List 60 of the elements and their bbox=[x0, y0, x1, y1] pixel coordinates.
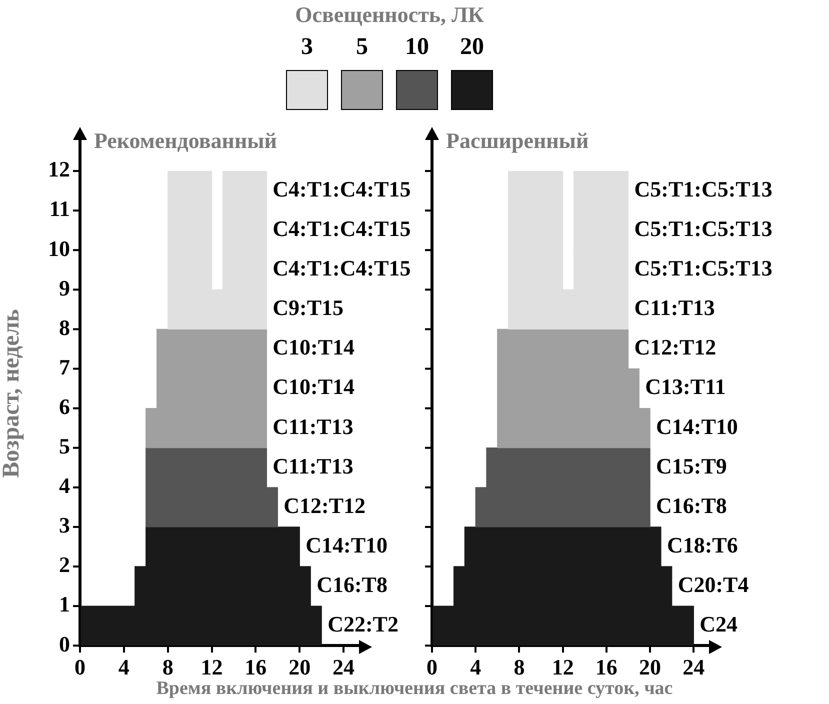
text: 10 bbox=[405, 33, 429, 62]
chart-title: Расширенный bbox=[446, 128, 589, 154]
data-label: С16:Т8 bbox=[316, 572, 388, 597]
data-label: С18:Т6 bbox=[666, 532, 738, 558]
text: 7 bbox=[59, 354, 70, 380]
x-tick-label: 16 bbox=[595, 654, 618, 680]
x-axis-title: Время включения и выключения света в течение суток, час bbox=[155, 678, 674, 700]
data-label: С24 bbox=[700, 612, 738, 637]
text: 5 bbox=[356, 33, 368, 62]
x-tick-label: 20 bbox=[639, 654, 662, 680]
text: 0 bbox=[59, 631, 70, 656]
x-tick-label: 24 bbox=[682, 654, 705, 680]
text: 1 bbox=[59, 592, 70, 617]
text: 4 bbox=[59, 473, 70, 498]
data-label: С4:Т1:С4:Т15 bbox=[272, 176, 411, 202]
data-label: С12:Т12 bbox=[284, 492, 366, 518]
x-tick-label: 8 bbox=[162, 654, 174, 680]
data-label: С11:Т13 bbox=[272, 453, 354, 478]
text: 2 bbox=[59, 552, 70, 578]
data-label: С22:Т2 bbox=[328, 612, 398, 637]
data-label: С13:Т11 bbox=[645, 374, 726, 400]
text: 3 bbox=[301, 33, 313, 62]
x-tick-label: 24 bbox=[332, 654, 355, 680]
x-tick-label: 4 bbox=[118, 654, 130, 680]
data-label: С14:Т10 bbox=[306, 532, 388, 558]
data-label: С4:Т1:С4:Т15 bbox=[272, 216, 411, 242]
data-label: С20:Т4 bbox=[678, 572, 749, 597]
x-tick-label: 4 bbox=[470, 654, 482, 680]
text: 5 bbox=[59, 434, 70, 459]
text: 9 bbox=[59, 275, 70, 300]
text: 12 bbox=[48, 156, 70, 182]
x-tick-label: 16 bbox=[244, 654, 267, 680]
text: 10 bbox=[48, 236, 70, 261]
text: 8 bbox=[59, 314, 70, 340]
data-label: С16:Т8 bbox=[656, 492, 727, 518]
data-label: С5:Т1:С5:Т13 bbox=[634, 176, 772, 202]
chart-title: Рекомендованный bbox=[94, 128, 277, 154]
x-tick-label: 12 bbox=[552, 654, 574, 680]
data-label: С4:Т1:С4:Т15 bbox=[272, 256, 411, 281]
data-label: С5:Т1:С5:Т13 bbox=[634, 256, 772, 281]
x-tick-label: 0 bbox=[426, 654, 438, 680]
data-label: С11:Т13 bbox=[272, 414, 354, 439]
text: 11 bbox=[49, 196, 70, 222]
data-label: С10:Т14 bbox=[272, 374, 355, 400]
y-axis-title: Возраст, недель bbox=[0, 308, 26, 480]
x-tick-label: 0 bbox=[74, 654, 86, 680]
data-label: С14:Т10 bbox=[656, 414, 738, 439]
data-label: С5:Т1:С5:Т13 bbox=[634, 216, 772, 242]
data-label: С11:Т13 bbox=[634, 295, 715, 320]
x-tick-label: 12 bbox=[200, 654, 223, 680]
data-label: С15:Т9 bbox=[656, 453, 727, 478]
data-label: С9:Т15 bbox=[272, 295, 344, 320]
text: 20 bbox=[460, 33, 484, 62]
data-label: С10:Т14 bbox=[272, 334, 355, 360]
x-tick-label: 20 bbox=[288, 654, 311, 680]
data-label: С12:Т12 bbox=[634, 334, 716, 360]
x-tick-label: 8 bbox=[514, 654, 525, 680]
text: 6 bbox=[59, 394, 70, 419]
legend-title: Освещенность, ЛК bbox=[294, 2, 485, 28]
text: 3 bbox=[59, 512, 70, 538]
